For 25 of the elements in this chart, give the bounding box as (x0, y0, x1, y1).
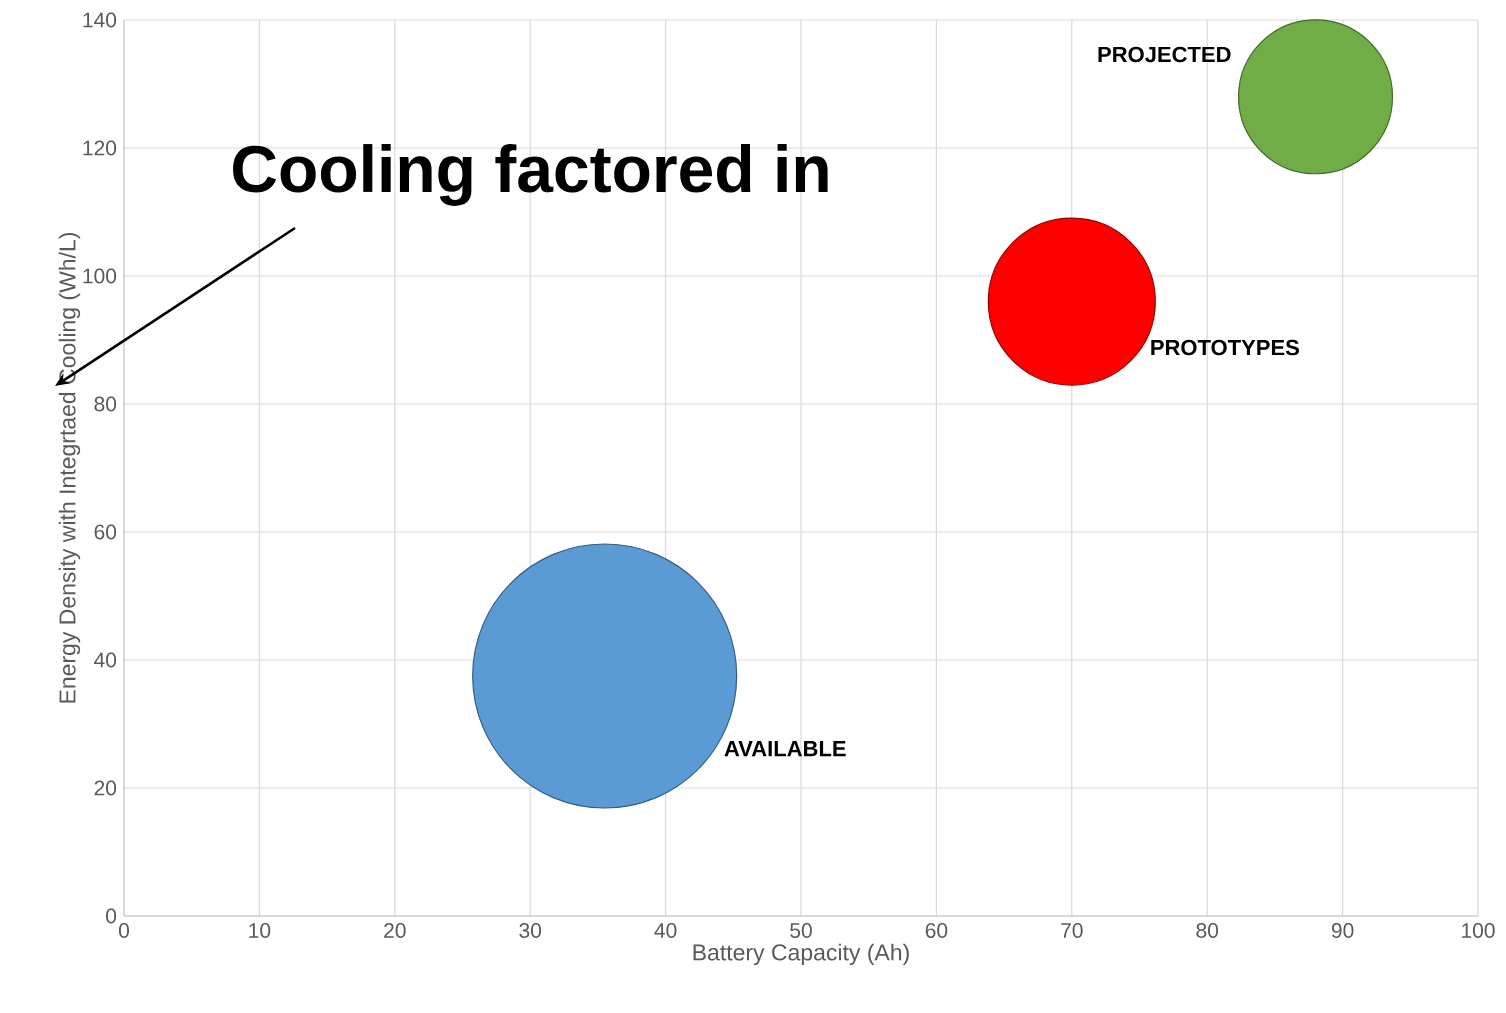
x-tick-label: 10 (249, 923, 271, 938)
x-tick-label: 30 (519, 923, 542, 938)
x-tick-label: 50 (790, 923, 812, 938)
y-tick-label: 60 (94, 524, 117, 540)
series-label: PROJECTED (1098, 46, 1231, 63)
x-tick-label: 0 (118, 923, 130, 938)
x-axis-title: Battery Capacity (Ah) (693, 943, 909, 966)
x-tick-label: 100 (1462, 923, 1495, 938)
y-tick-label: 100 (83, 268, 117, 284)
x-tick-label: 90 (1331, 923, 1354, 938)
y-tick-label: 120 (83, 140, 117, 156)
series-label: PROTOTYPES (1151, 339, 1299, 356)
x-tick-label: 60 (925, 923, 948, 938)
y-axis-title: Energy Density with Integrtaed Cooling (Wh/L) (58, 232, 81, 703)
series-label: AVAILABLE (724, 741, 846, 757)
x-tick-label: 40 (654, 923, 677, 938)
x-tick-label: 70 (1061, 923, 1083, 938)
annotation: Cooling factored in (233, 144, 828, 206)
y-tick-label: 40 (94, 652, 117, 668)
y-tick-label: 140 (83, 12, 117, 28)
x-tick-label: 20 (384, 923, 406, 938)
x-tick-label: 80 (1196, 923, 1219, 938)
y-tick-label: 20 (94, 780, 117, 796)
y-tick-label: 80 (94, 396, 117, 412)
y-tick-label: 0 (106, 908, 117, 924)
